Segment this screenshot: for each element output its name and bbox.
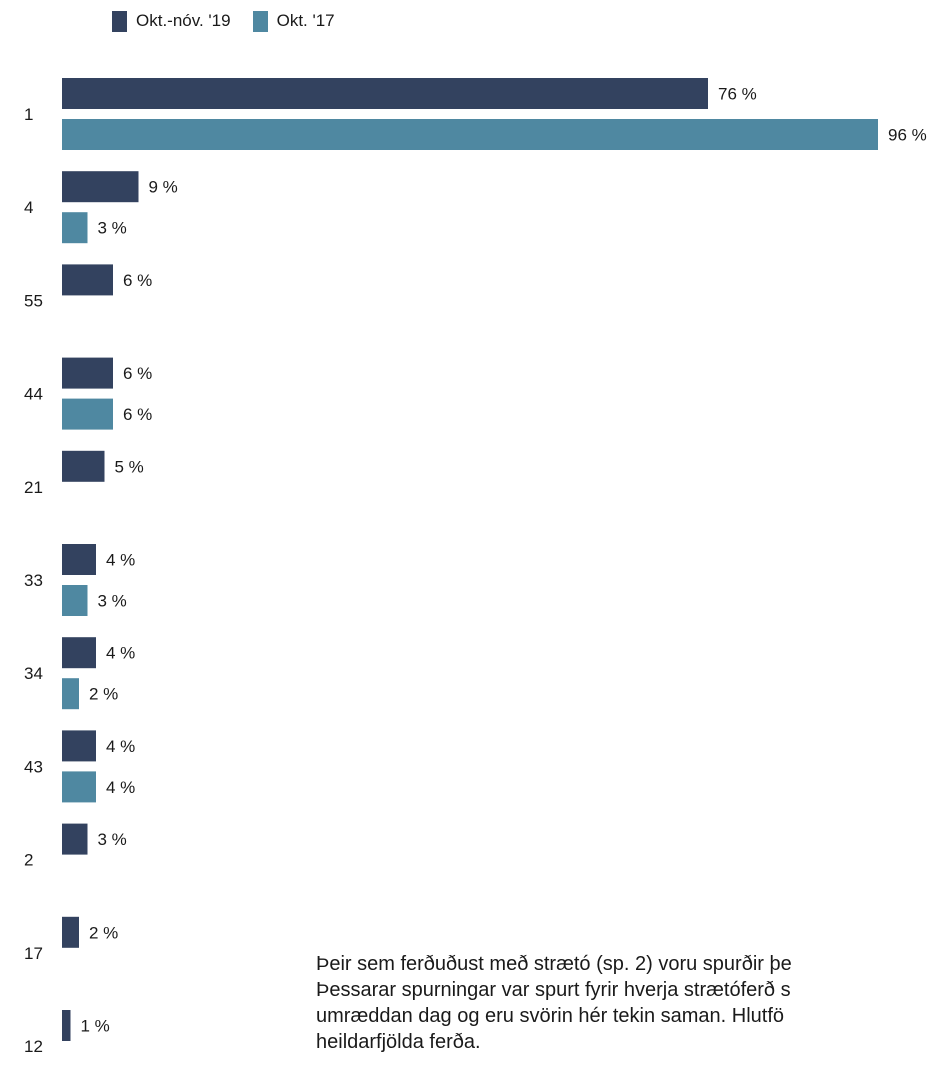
bar-2-series-1 bbox=[62, 823, 88, 855]
bar-43-series-1 bbox=[62, 730, 96, 762]
category-label-17: 17 bbox=[24, 944, 43, 963]
legend-item-series-1: Okt.-nóv. '19 bbox=[112, 10, 231, 32]
data-label-33-series-2: 3 % bbox=[98, 592, 127, 611]
note-line-2: Þessarar spurningar var spurt fyrir hver… bbox=[316, 979, 791, 1001]
bar-33-series-1 bbox=[62, 544, 96, 575]
data-label-43-series-1: 4 % bbox=[106, 737, 135, 756]
category-label-2: 2 bbox=[24, 851, 33, 870]
data-label-34-series-2: 2 % bbox=[89, 685, 118, 704]
legend-item-series-2: Okt. '17 bbox=[252, 10, 335, 32]
legend-swatch-series-2 bbox=[252, 10, 268, 32]
bar-34-series-2 bbox=[62, 678, 79, 710]
legend-label-series-2: Okt. '17 bbox=[276, 11, 335, 30]
data-label-44-series-2: 6 % bbox=[123, 405, 152, 424]
note-line-1: Þeir sem ferðuðust með strætó (sp. 2) vo… bbox=[316, 953, 792, 975]
bar-44-series-2 bbox=[62, 398, 113, 430]
category-label-34: 34 bbox=[24, 664, 43, 683]
data-label-43-series-2: 4 % bbox=[106, 778, 135, 797]
note-line-3: umræddan dag og eru svörin hér tekin sam… bbox=[316, 1005, 785, 1027]
data-label-17-series-1: 2 % bbox=[89, 923, 118, 942]
legend-swatch-series-1 bbox=[112, 10, 127, 32]
bar-4-series-1 bbox=[62, 171, 139, 203]
category-label-55: 55 bbox=[24, 291, 43, 310]
data-label-4-series-2: 3 % bbox=[98, 219, 127, 238]
category-label-1: 1 bbox=[24, 105, 33, 124]
chart-legend: Okt.-nóv. '19 Okt. '17 bbox=[112, 8, 335, 34]
data-label-4-series-1: 9 % bbox=[149, 178, 178, 197]
data-label-12-series-1: 1 % bbox=[81, 1017, 110, 1036]
category-label-33: 33 bbox=[24, 571, 43, 590]
data-label-2-series-1: 3 % bbox=[98, 830, 127, 849]
category-label-12: 12 bbox=[24, 1037, 43, 1056]
legend-label-series-1: Okt.-nóv. '19 bbox=[136, 11, 231, 30]
bar-4-series-2 bbox=[62, 212, 88, 244]
category-label-21: 21 bbox=[24, 478, 43, 497]
bar-1-series-1 bbox=[62, 78, 708, 109]
category-label-4: 4 bbox=[24, 198, 33, 217]
bar-1-series-2 bbox=[62, 119, 878, 150]
bar-17-series-1 bbox=[62, 916, 79, 948]
data-label-44-series-1: 6 % bbox=[123, 364, 152, 383]
bar-55-series-1 bbox=[62, 264, 113, 296]
bar-21-series-1 bbox=[62, 450, 105, 482]
bar-44-series-1 bbox=[62, 357, 113, 389]
category-label-44: 44 bbox=[24, 385, 43, 404]
bar-33-series-2 bbox=[62, 585, 88, 616]
data-label-33-series-1: 4 % bbox=[106, 551, 135, 570]
chart-note: Þeir sem ferðuðust með strætó (sp. 2) vo… bbox=[316, 951, 938, 1055]
category-label-43: 43 bbox=[24, 757, 43, 776]
data-label-34-series-1: 4 % bbox=[106, 644, 135, 663]
data-label-55-series-1: 6 % bbox=[123, 271, 152, 290]
bar-34-series-1 bbox=[62, 637, 96, 669]
bar-12-series-1 bbox=[62, 1010, 71, 1041]
data-label-1-series-2: 96 % bbox=[888, 126, 927, 145]
data-label-1-series-1: 76 % bbox=[718, 85, 757, 104]
note-line-4: heildarfjölda ferða. bbox=[316, 1031, 481, 1053]
bar-43-series-2 bbox=[62, 771, 96, 803]
data-label-21-series-1: 5 % bbox=[115, 457, 144, 476]
